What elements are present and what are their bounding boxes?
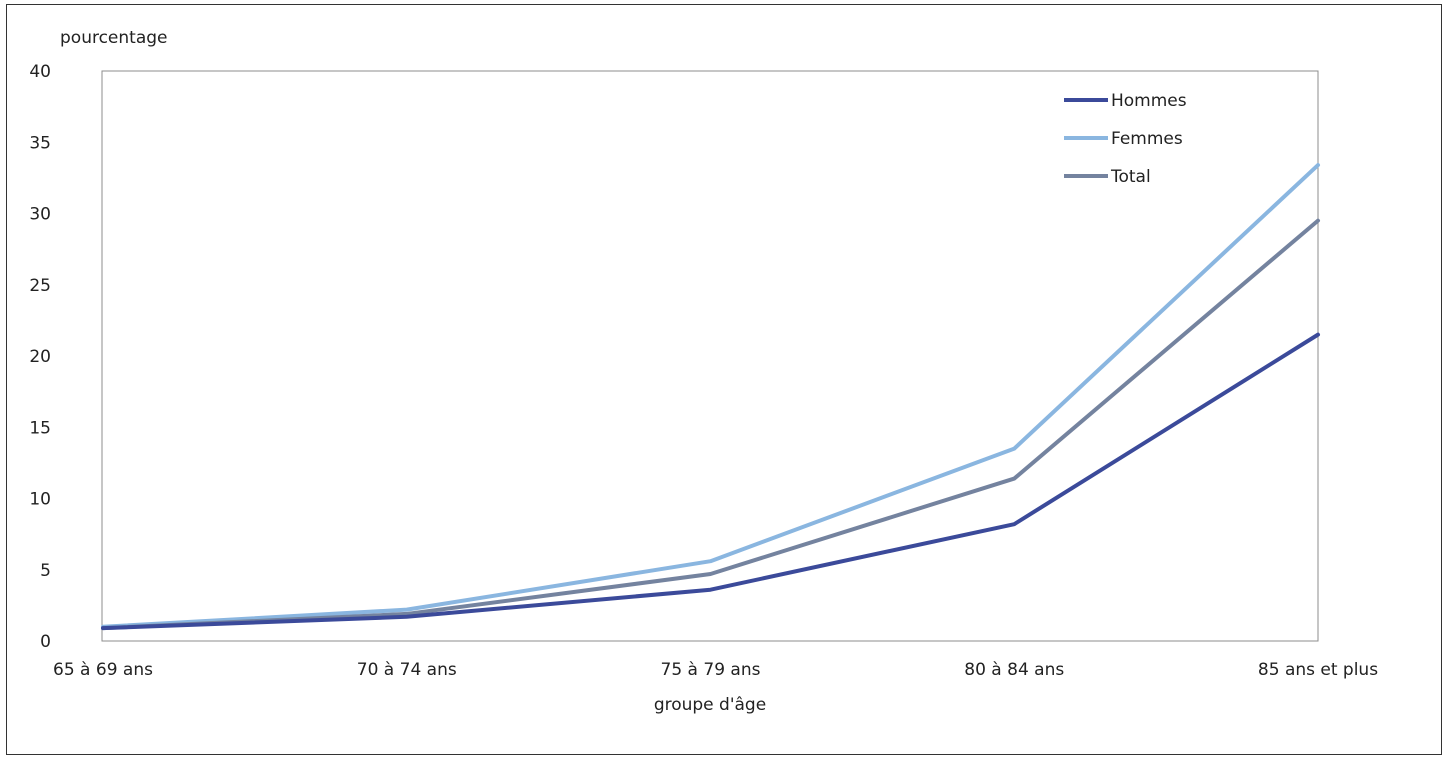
series-lines — [101, 163, 1320, 631]
x-tick-label: 65 à 69 ans — [53, 660, 153, 680]
x-tick-label: 80 à 84 ans — [964, 660, 1064, 680]
series-line-hommes — [101, 332, 1320, 631]
y-tick-label: 35 — [29, 133, 51, 153]
series-line-femmes — [101, 163, 1320, 629]
legend: Hommes Femmes Total — [1064, 91, 1187, 187]
x-tick-label: 70 à 74 ans — [357, 660, 457, 680]
y-tick-label: 0 — [40, 632, 51, 652]
legend-label: Hommes — [1111, 91, 1187, 111]
y-tick-label: 40 — [29, 62, 51, 82]
y-tick-label: 20 — [29, 347, 51, 367]
plot-area — [101, 70, 1319, 642]
chart-frame: pourcentage 0 5 10 15 20 25 30 35 40 65 à 69 ans… — [6, 4, 1442, 755]
line-chart: pourcentage 0 5 10 15 20 25 30 35 40 65 à 69 ans… — [29, 28, 1378, 715]
y-axis-title: pourcentage — [60, 28, 168, 48]
y-tick-label: 30 — [29, 205, 51, 225]
y-tick-label: 5 — [40, 561, 51, 581]
series-line-total — [101, 218, 1320, 631]
y-axis-ticks: 0 5 10 15 20 25 30 35 40 — [29, 62, 51, 652]
legend-label: Total — [1110, 167, 1151, 187]
y-tick-label: 10 — [29, 490, 51, 510]
y-tick-label: 15 — [29, 418, 51, 438]
x-axis-title: groupe d'âge — [654, 695, 766, 715]
x-axis-ticks: 65 à 69 ans 70 à 74 ans 75 à 79 ans 80 à 84… — [53, 660, 1378, 680]
x-tick-label: 85 ans et plus — [1258, 660, 1378, 680]
legend-label: Femmes — [1111, 129, 1183, 149]
y-tick-label: 25 — [29, 276, 51, 296]
x-tick-label: 75 à 79 ans — [661, 660, 761, 680]
